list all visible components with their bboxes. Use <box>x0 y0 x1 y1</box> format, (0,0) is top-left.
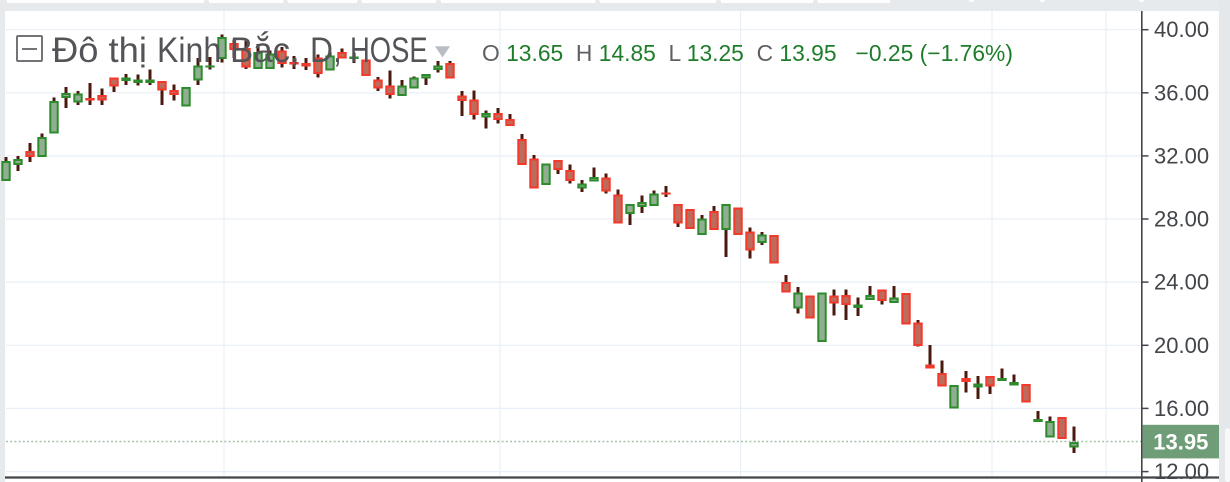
svg-text:28.00: 28.00 <box>1154 207 1209 232</box>
svg-text:20.00: 20.00 <box>1154 333 1209 358</box>
svg-text:12.00: 12.00 <box>1154 459 1209 482</box>
svg-text:36.00: 36.00 <box>1154 80 1209 105</box>
svg-text:16.00: 16.00 <box>1154 396 1209 421</box>
svg-text:32.00: 32.00 <box>1154 143 1209 168</box>
svg-text:24.00: 24.00 <box>1154 270 1209 295</box>
svg-text:13.95: 13.95 <box>1153 430 1208 455</box>
svg-text:40.00: 40.00 <box>1154 17 1209 42</box>
